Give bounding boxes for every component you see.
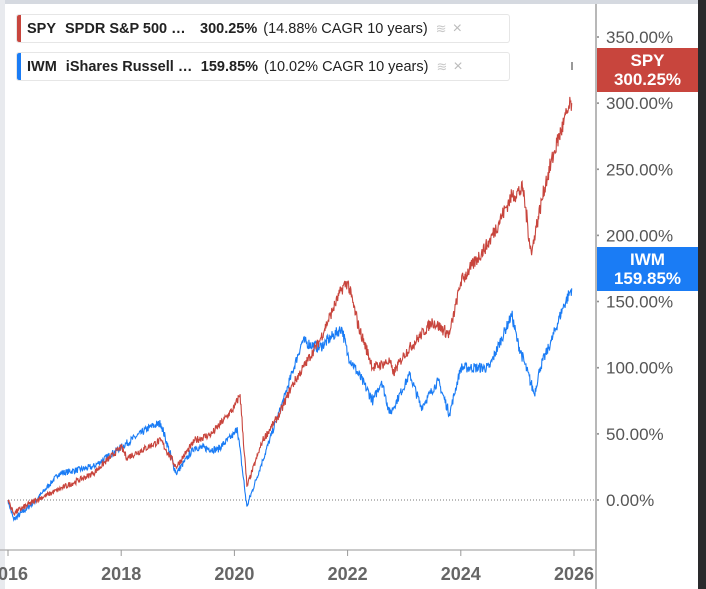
legend-cagr: (10.02% CAGR 10 years) <box>264 58 429 75</box>
legend-item-spy[interactable]: SPY SPDR S&P 500 ETF 300.25% (14.88% CAG… <box>16 14 510 43</box>
close-icon[interactable]: × <box>453 57 463 75</box>
badge-ticker: SPY <box>630 51 665 70</box>
y-tick-label: 200.00% <box>606 226 673 245</box>
x-tick-label: 2020 <box>214 564 254 584</box>
x-tick-label: 2018 <box>101 564 141 584</box>
legend-return: 300.25% <box>200 20 258 37</box>
left-border <box>0 0 5 589</box>
top-border <box>0 0 698 4</box>
y-tick-label: 0.00% <box>606 491 654 510</box>
legend-return: 159.85% <box>200 58 259 75</box>
legend-item-iwm[interactable]: IWM iShares Russell 2000 ETF 159.85% (10… <box>16 52 510 81</box>
x-tick-label: 2016 <box>0 564 28 584</box>
series-line-iwm <box>7 288 573 522</box>
y-tick <box>597 499 599 501</box>
series-color-bar <box>17 15 21 42</box>
y-tick-label: 350.00% <box>606 28 673 47</box>
y-tick <box>597 366 599 369</box>
badge-ticker: IWM <box>630 250 665 269</box>
y-tick <box>597 102 599 105</box>
series-color-bar <box>17 53 21 80</box>
legend-ticker: SPY <box>27 20 57 37</box>
y-tick-label: 150.00% <box>606 293 673 312</box>
window-edge <box>698 0 706 589</box>
series-line-spy <box>7 96 573 516</box>
layers-icon[interactable]: ≋ <box>435 20 447 36</box>
badge-value: 159.85% <box>613 269 682 288</box>
y-tick-label: 300.00% <box>606 94 673 113</box>
legend-name: SPDR S&P 500 ETF <box>65 20 196 37</box>
x-tick-label: 2024 <box>441 564 481 584</box>
y-tick <box>597 35 599 38</box>
layers-icon[interactable]: ≋ <box>436 58 448 74</box>
close-icon[interactable]: × <box>452 19 462 37</box>
y-tick <box>597 300 599 303</box>
spy-price-badge: SPY 300.25% <box>597 48 698 92</box>
iwm-price-badge: IWM 159.85% <box>597 247 698 291</box>
y-tick <box>597 432 599 435</box>
legend-name: iShares Russell 2000 ETF <box>65 58 196 75</box>
y-tick <box>597 168 599 171</box>
y-tick-label: 250.00% <box>606 160 673 179</box>
legend-cagr: (14.88% CAGR 10 years) <box>263 20 428 37</box>
x-tick-label: 2022 <box>328 564 368 584</box>
badge-value: 300.25% <box>613 70 682 89</box>
y-tick <box>597 234 599 237</box>
y-tick-label: 100.00% <box>606 359 673 378</box>
x-tick-label: 2026 <box>554 564 594 584</box>
legend-ticker: IWM <box>27 58 57 75</box>
y-tick-label: 50.00% <box>606 425 664 444</box>
